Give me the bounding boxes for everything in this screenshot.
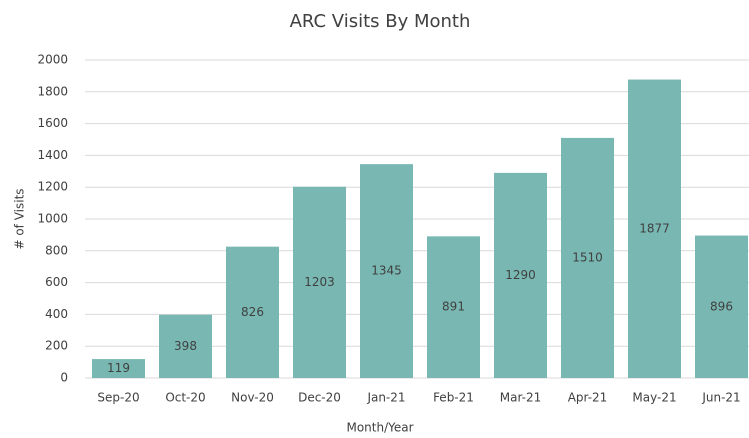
x-tick-label: Dec-20 xyxy=(298,391,341,405)
bar xyxy=(695,235,748,378)
x-axis-label: Month/Year xyxy=(346,421,413,435)
bar xyxy=(494,172,547,378)
y-axis-label: # of Visits xyxy=(13,188,27,249)
x-tick-label: Mar-21 xyxy=(500,391,541,405)
data-label: 1877 xyxy=(639,221,670,235)
y-tick-label: 200 xyxy=(45,339,68,353)
data-label: 1510 xyxy=(572,250,603,264)
x-tick-label: Nov-20 xyxy=(231,391,274,405)
bar xyxy=(360,164,413,378)
y-tick-label: 1000 xyxy=(37,212,68,226)
y-tick-label: 400 xyxy=(45,307,68,321)
x-tick-label: Jan-21 xyxy=(366,391,405,405)
x-tick-label: Jun-21 xyxy=(701,391,740,405)
data-label: 1203 xyxy=(304,275,335,289)
bar xyxy=(92,359,145,378)
y-tick-label: 0 xyxy=(60,371,68,385)
data-label: 1290 xyxy=(505,268,536,282)
y-tick-label: 1200 xyxy=(37,180,68,194)
bar xyxy=(427,236,480,378)
data-label: 398 xyxy=(174,339,197,353)
x-tick-label: May-21 xyxy=(632,391,676,405)
bar xyxy=(226,246,279,378)
data-label: 826 xyxy=(241,305,264,319)
y-tick-label: 2000 xyxy=(37,53,68,67)
bar xyxy=(628,79,681,378)
x-tick-label: Apr-21 xyxy=(568,391,608,405)
bar xyxy=(159,314,212,378)
data-label: 119 xyxy=(107,361,130,375)
data-label: 1345 xyxy=(371,264,402,278)
x-tick-label: Sep-20 xyxy=(97,391,139,405)
y-tick-label: 1800 xyxy=(37,84,68,98)
data-label: 891 xyxy=(442,300,465,314)
y-tick-label: 600 xyxy=(45,275,68,289)
data-label: 896 xyxy=(710,299,733,313)
y-tick-label: 1400 xyxy=(37,148,68,162)
bar xyxy=(561,137,614,378)
y-tick-label: 800 xyxy=(45,243,68,257)
bar xyxy=(293,186,346,378)
x-tick-label: Feb-21 xyxy=(433,391,474,405)
x-tick-label: Oct-20 xyxy=(165,391,205,405)
y-tick-label: 1600 xyxy=(37,116,68,130)
chart-title: ARC Visits By Month xyxy=(290,11,471,32)
